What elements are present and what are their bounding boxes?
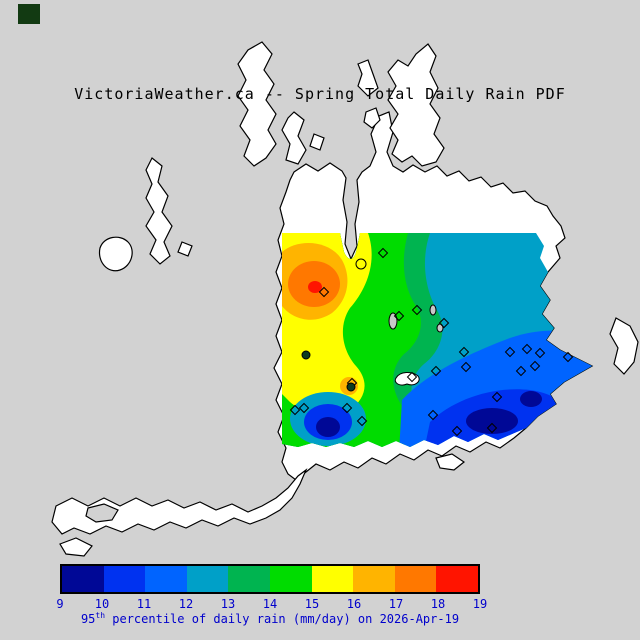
colorbar-tick-label: 11 <box>136 597 152 611</box>
station-markers <box>289 247 574 437</box>
corner-marker <box>18 4 40 24</box>
colorbar-segment <box>394 566 437 592</box>
contour-navy-core-a <box>466 408 518 434</box>
south-coast-strip <box>51 468 308 535</box>
colorbar-segment <box>145 566 187 592</box>
station-diamond <box>458 346 470 358</box>
island-north-east <box>387 43 445 167</box>
colorbar-caption: 95th percentile of daily rain (mm/day) o… <box>60 611 480 626</box>
island-west-round <box>98 236 133 272</box>
station-diamond <box>356 415 368 427</box>
page-title: VictoriaWeather.ca -- Spring Total Daily… <box>74 85 566 103</box>
station-diamond <box>562 351 574 363</box>
lake-small-a <box>429 304 437 316</box>
colorbar-segment <box>103 566 146 592</box>
station-diamond <box>411 304 423 316</box>
colorbar-tick-label: 16 <box>346 597 362 611</box>
island-east-edge <box>609 317 639 375</box>
station-diamond <box>377 247 389 259</box>
colorbar-segment <box>436 566 478 592</box>
islet-south-west <box>59 537 93 557</box>
island-north-small-a <box>357 59 379 97</box>
islet-north <box>309 133 325 151</box>
colorbar-segment <box>311 566 354 592</box>
colorbar-segment <box>353 566 395 592</box>
colorbar-tick-label: 19 <box>472 597 488 611</box>
colorbar-segment <box>62 566 104 592</box>
station-diamond <box>341 402 353 414</box>
islet-south-center <box>435 453 466 471</box>
colorbar-tick-label: 18 <box>430 597 446 611</box>
contour-red-core <box>308 281 322 293</box>
caption-text: percentile of daily rain (mm/day) on 202… <box>105 612 460 626</box>
station-diamond <box>289 404 301 416</box>
caption-number: 95 <box>80 612 96 626</box>
station-diamond <box>534 347 546 359</box>
station-filled-dot <box>301 350 311 360</box>
station-diamond <box>460 361 472 373</box>
colorbar-tick-label: 12 <box>178 597 194 611</box>
colorbar-tick-label: 9 <box>56 597 64 611</box>
station-diamond <box>298 402 310 414</box>
colorbar-tick-label: 15 <box>304 597 320 611</box>
colorbar-segment <box>186 566 229 592</box>
colorbar <box>60 564 480 594</box>
station-diamond <box>529 360 541 372</box>
island-north-west <box>237 41 277 167</box>
islet-west <box>177 241 193 257</box>
colorbar-tick-label: 13 <box>220 597 236 611</box>
station-diamond <box>318 286 330 298</box>
station-diamond <box>486 422 498 434</box>
caption-superscript: th <box>95 611 106 620</box>
contour-navy-core-b <box>520 391 542 407</box>
island-north-small-b <box>363 107 381 129</box>
south-coast-lagoon <box>85 503 119 523</box>
station-diamond <box>427 409 439 421</box>
station-diamond <box>521 343 533 355</box>
station-diamond <box>438 317 450 329</box>
island-west-long <box>145 157 173 265</box>
colorbar-tick-label: 10 <box>94 597 110 611</box>
station-diamond <box>393 310 405 322</box>
colorbar-tick-label: 17 <box>388 597 404 611</box>
lake-outline-small <box>355 258 367 270</box>
colorbar-ticks: 9 10 11 12 13 14 15 16 17 18 19 <box>56 597 487 612</box>
station-diamond <box>451 425 463 437</box>
contour-navy-core-south <box>316 417 340 437</box>
station-diamond <box>406 371 418 383</box>
station-diamond <box>430 365 442 377</box>
station-diamond <box>515 365 527 377</box>
harbour-inlet <box>394 372 420 386</box>
colorbar-tick-label: 14 <box>262 597 278 611</box>
colorbar-segment <box>269 566 312 592</box>
station-diamond <box>491 391 503 403</box>
station-diamond <box>504 346 516 358</box>
station-filled-dot <box>346 382 356 392</box>
colorbar-segment <box>228 566 270 592</box>
island-north-west-b <box>281 111 307 165</box>
